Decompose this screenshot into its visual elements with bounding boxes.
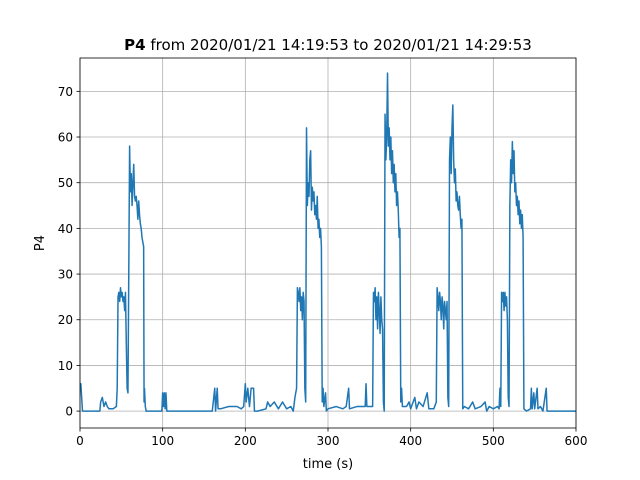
x-tick-label: 300	[317, 434, 340, 448]
x-tick-label: 600	[565, 434, 588, 448]
y-axis-label: P4	[33, 235, 48, 251]
chart-title: P4 from 2020/01/21 14:19:53 to 2020/01/2…	[124, 36, 532, 54]
x-tick-label: 400	[399, 434, 422, 448]
y-tick-label: 30	[58, 268, 73, 282]
plot-frame	[79, 57, 577, 429]
y-tick-label: 10	[58, 359, 73, 373]
title-variable: P4	[124, 36, 145, 54]
x-tick-label: 0	[76, 434, 84, 448]
y-tick-label: 60	[58, 131, 73, 145]
x-tick-label: 500	[482, 434, 505, 448]
y-tick-label: 70	[58, 85, 73, 99]
y-tick-label: 0	[65, 405, 73, 419]
x-tick-label: 200	[234, 434, 257, 448]
y-tick-label: 40	[58, 222, 73, 236]
x-axis-label: time (s)	[303, 457, 353, 472]
data-line	[80, 72, 576, 412]
title-text: from 2020/01/21 14:19:53 to 2020/01/21 1…	[150, 36, 531, 54]
y-tick-label: 50	[58, 176, 73, 190]
y-tick-label: 20	[58, 313, 73, 327]
x-tick-label: 100	[151, 434, 174, 448]
